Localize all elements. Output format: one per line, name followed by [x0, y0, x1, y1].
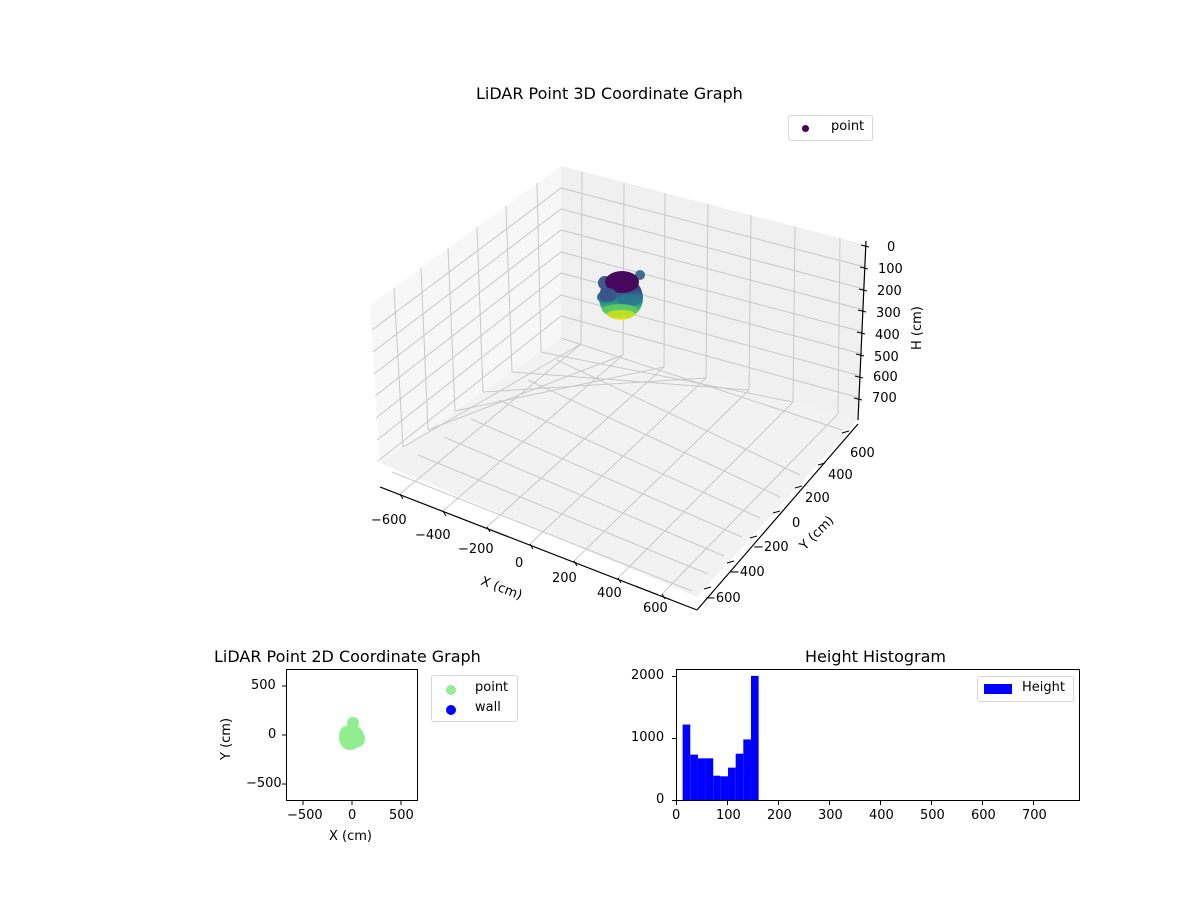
axis-lines — [379, 240, 867, 611]
z-axis-label-3d: H (cm) — [910, 306, 925, 350]
x-axis-line — [379, 486, 698, 611]
x-tick-hist: 600 — [971, 808, 996, 823]
x-tick: −600 — [371, 513, 407, 528]
y-axis-label-2d: Y (cm) — [219, 717, 234, 760]
histogram-bar — [735, 753, 744, 801]
z-tick: 600 — [873, 370, 898, 385]
plot-3d-legend: point — [788, 115, 873, 141]
plot-3d-title: LiDAR Point 3D Coordinate Graph — [476, 84, 743, 103]
y-axis-line — [696, 423, 859, 611]
plot-3d-canvas — [370, 166, 870, 611]
point-cluster-3d — [597, 270, 645, 320]
z-tick: 400 — [875, 328, 900, 343]
x-tick-2d: 500 — [389, 808, 414, 823]
grid-back — [560, 171, 866, 415]
x-tick-hist: 400 — [869, 808, 894, 823]
y-tick: 600 — [850, 446, 875, 461]
histogram-bar — [697, 758, 706, 801]
histogram-bar — [682, 724, 691, 801]
y-tick-hist: 2000 — [631, 668, 665, 683]
x-tick-hist: 200 — [767, 808, 792, 823]
x-tick: −400 — [415, 528, 451, 543]
x-tick: −200 — [458, 542, 494, 557]
y-tick-2d: 0 — [268, 727, 277, 742]
histogram-bars — [682, 675, 759, 801]
histogram-title: Height Histogram — [805, 647, 946, 666]
legend-marker-wall-icon — [446, 705, 456, 715]
histogram-bar — [690, 754, 698, 801]
histogram-bar — [713, 775, 721, 801]
plot-2d-title: LiDAR Point 2D Coordinate Graph — [214, 647, 481, 666]
x-tick-hist: 100 — [716, 808, 741, 823]
grid-left — [371, 182, 562, 462]
z-tick: 300 — [876, 306, 901, 321]
y-tick: −600 — [705, 591, 741, 606]
legend-label-point: point — [475, 680, 509, 695]
x-tick: 600 — [643, 601, 668, 616]
y-tick-2d: 500 — [251, 678, 276, 693]
x-tick-hist: 700 — [1022, 808, 1047, 823]
y-tick: 400 — [828, 468, 853, 483]
y-tick: 200 — [805, 491, 830, 506]
z-tick: 200 — [877, 284, 902, 299]
y-tick-hist: 1000 — [631, 730, 665, 745]
x-tick-hist: 0 — [672, 808, 681, 823]
x-tick: 0 — [515, 556, 524, 571]
y-tick-2d: −500 — [246, 776, 282, 791]
legend-marker-point-icon — [802, 125, 809, 132]
z-tick: 0 — [887, 240, 896, 255]
histogram-bar — [705, 758, 714, 801]
z-tick: 700 — [872, 391, 897, 406]
point-cluster-2d — [339, 717, 365, 750]
histogram-bar — [743, 739, 751, 801]
histogram-legend: Height — [977, 676, 1074, 702]
pane-left — [370, 166, 561, 463]
legend-label-point: point — [831, 119, 865, 134]
grid-floor — [391, 337, 843, 595]
x-tick: 200 — [552, 571, 577, 586]
plot-2d-legend: point wall — [431, 675, 518, 722]
histogram-bar — [720, 776, 729, 801]
x-tick-2d: 0 — [348, 808, 357, 823]
y-tick: 0 — [792, 516, 801, 531]
plot-2d-axes — [286, 669, 418, 801]
x-tick-2d: −500 — [287, 808, 323, 823]
z-tick: 500 — [874, 350, 899, 365]
legend-label-wall: wall — [475, 700, 501, 715]
histogram-bar — [728, 767, 736, 801]
z-tick: 100 — [878, 262, 903, 277]
z-axis-line — [857, 240, 867, 421]
legend-label-height: Height — [1022, 680, 1065, 695]
plot-2d-ticks — [282, 685, 402, 805]
y-tick-hist: 0 — [656, 792, 665, 807]
y-tick: −400 — [729, 565, 765, 580]
y-tick: −200 — [753, 540, 789, 555]
x-tick-hist: 300 — [818, 808, 843, 823]
histogram-bar — [750, 675, 759, 801]
x-tick-hist: 500 — [920, 808, 945, 823]
legend-marker-point-icon — [446, 685, 456, 695]
x-tick: 400 — [597, 586, 622, 601]
legend-patch-height-icon — [984, 684, 1012, 694]
axis-ticks — [399, 244, 870, 600]
x-axis-label-2d: X (cm) — [329, 829, 372, 844]
